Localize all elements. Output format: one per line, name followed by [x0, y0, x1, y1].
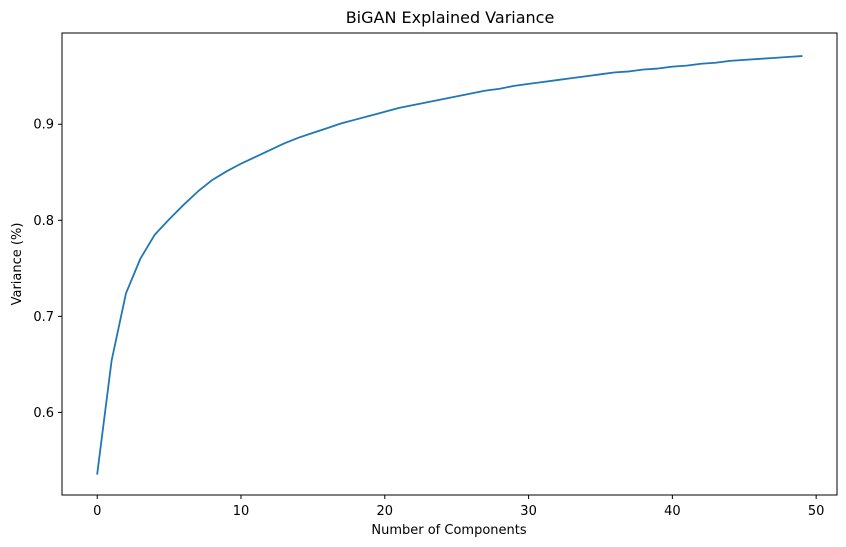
x-axis: 0 10 20 30 40 50 — [93, 495, 824, 519]
x-tick-label: 20 — [377, 504, 394, 519]
y-tick-label: 0.7 — [33, 310, 54, 325]
y-tick-label: 0.9 — [33, 118, 54, 133]
y-tick-label: 0.6 — [33, 406, 54, 421]
y-axis-label: Variance (%) — [10, 223, 25, 306]
y-axis: 0.6 0.7 0.8 0.9 — [33, 118, 62, 421]
series-line — [96, 55, 803, 475]
y-tick-label: 0.8 — [33, 214, 54, 229]
x-tick-label: 30 — [520, 504, 537, 519]
x-tick-label: 10 — [233, 504, 250, 519]
plot-frame — [61, 32, 838, 496]
x-tick-label: 0 — [93, 504, 101, 519]
x-axis-label: Number of Components — [371, 523, 526, 538]
chart-title: BiGAN Explained Variance — [346, 8, 555, 27]
x-tick-label: 50 — [808, 504, 825, 519]
plot-area — [61, 32, 838, 496]
x-tick-label: 40 — [664, 504, 681, 519]
